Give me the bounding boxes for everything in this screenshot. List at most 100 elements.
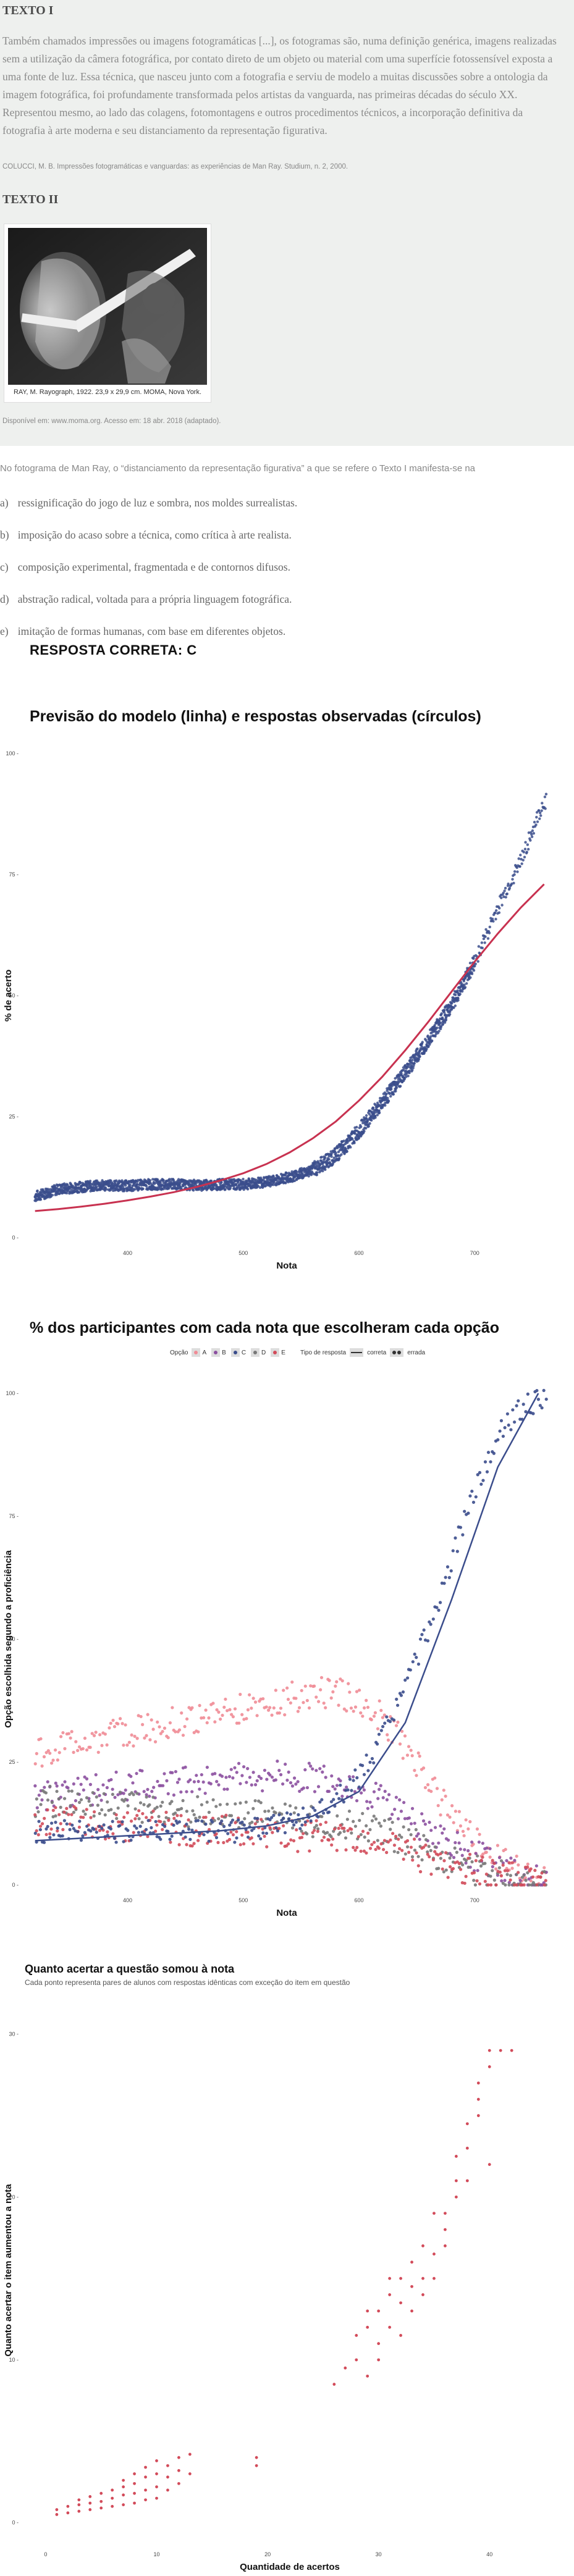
chart2-point-c <box>499 1419 504 1422</box>
option-c[interactable]: c) composição experimental, fragmentada … <box>0 561 290 574</box>
chart1-point <box>411 1059 414 1062</box>
chart2-point-d <box>89 1803 93 1807</box>
chart2-point-d <box>194 1816 198 1820</box>
chart2-point-c <box>112 1836 116 1840</box>
chart2-point-d <box>115 1816 119 1821</box>
chart1-point <box>500 896 503 900</box>
chart2-point-d <box>453 1846 457 1850</box>
chart2-point-e <box>49 1827 53 1831</box>
chart2-point-b <box>82 1788 85 1792</box>
chart2-point-b <box>460 1853 464 1857</box>
chart2-point-c <box>187 1827 191 1831</box>
option-d[interactable]: d) abstração radical, voltada para a pró… <box>0 593 292 606</box>
chart2-point-d <box>429 1848 433 1852</box>
chart2-point-a <box>433 1776 437 1780</box>
chart2-point-b <box>446 1838 450 1842</box>
chart2-point-b <box>281 1782 285 1786</box>
chart3-point <box>177 2469 180 2472</box>
chart2-point-d <box>361 1811 365 1816</box>
chart2-point-d <box>353 1824 357 1828</box>
chart2-point-a <box>183 1724 187 1729</box>
chart2-point-c <box>81 1834 85 1838</box>
chart2-point-c <box>240 1820 244 1824</box>
chart2-point-d <box>389 1827 392 1831</box>
chart1-point <box>502 895 505 899</box>
chart2-point-a <box>35 1752 38 1755</box>
chart2-point-a <box>494 1867 498 1871</box>
chart2-point-b <box>470 1840 474 1844</box>
chart2-point-d <box>187 1825 190 1829</box>
chart2-point-d <box>509 1874 513 1877</box>
chart1-point <box>167 1180 171 1183</box>
chart2-point-c <box>185 1823 188 1826</box>
chart3-point <box>133 2491 136 2495</box>
chart2-point-c <box>95 1831 98 1834</box>
option-b[interactable]: b) imposição do acaso sobre a técnica, c… <box>0 529 292 542</box>
chart1-point <box>345 1150 348 1153</box>
chart2-point-c <box>362 1773 366 1776</box>
chart2-point-d <box>217 1817 221 1821</box>
option-a[interactable]: a) ressignificação do jogo de luz e somb… <box>0 497 297 510</box>
chart3-point <box>399 2334 402 2337</box>
chart2-point-a <box>264 1705 268 1709</box>
chart2-point-e <box>172 1816 176 1820</box>
chart1-point <box>321 1169 324 1173</box>
chart2-point-d <box>48 1784 52 1788</box>
chart1-point <box>472 957 475 960</box>
chart2-point-c <box>100 1826 104 1831</box>
chart2-point-a <box>435 1787 439 1790</box>
legend-option-dot <box>273 1351 277 1354</box>
chart2-point-b <box>394 1795 398 1799</box>
chart2-point-c <box>481 1479 485 1482</box>
chart3-point <box>487 2065 491 2068</box>
chart2-point-d <box>338 1831 342 1835</box>
chart2-point-a <box>407 1745 411 1748</box>
option-e[interactable]: e) imitação de formas humanas, com base … <box>0 625 285 638</box>
chart2-point-a <box>49 1761 54 1765</box>
legend-option-b: B <box>211 1348 226 1357</box>
chart2-point-a <box>96 1750 100 1754</box>
chart1-point <box>220 1180 223 1184</box>
chart2-point-c <box>511 1408 515 1412</box>
chart1-point <box>519 854 522 857</box>
chart2-point-a <box>510 1866 514 1870</box>
chart1-point <box>167 1178 171 1181</box>
chart2-point-b <box>418 1837 421 1841</box>
chart2-point-d <box>283 1802 287 1806</box>
chart2-point-a <box>285 1686 289 1690</box>
chart1-point <box>444 1017 447 1020</box>
chart2-point-a <box>161 1729 164 1734</box>
chart1-point <box>358 1131 361 1135</box>
chart2-point-e <box>204 1815 208 1819</box>
chart2-point-b <box>518 1879 522 1882</box>
chart1-point <box>426 1045 430 1049</box>
chart2-point-b <box>316 1785 321 1789</box>
chart2-point-a <box>312 1684 316 1688</box>
chart2-point-a <box>251 1697 255 1700</box>
legend-option-label: B <box>222 1349 226 1356</box>
chart2-point-a <box>282 1689 285 1692</box>
chart2-point-c <box>476 1473 479 1477</box>
chart2-point-a <box>398 1742 402 1746</box>
chart1-point <box>327 1155 331 1158</box>
chart1-point <box>192 1189 195 1192</box>
chart1-point <box>535 811 539 814</box>
chart1-point <box>355 1125 358 1129</box>
chart2-point-a <box>526 1862 530 1866</box>
chart3-point <box>499 2049 502 2052</box>
chart2-point-b <box>235 1771 238 1774</box>
legend-option-dot <box>253 1351 258 1354</box>
chart2-point-c <box>202 1833 206 1837</box>
chart2-point-a <box>61 1731 65 1735</box>
chart2-point-c <box>463 1509 466 1513</box>
chart3-point <box>444 2228 447 2231</box>
chart1-point <box>418 1049 421 1052</box>
chart2-point-a <box>358 1689 361 1692</box>
chart1-point <box>284 1181 287 1185</box>
legend-option-d: D <box>251 1348 266 1357</box>
chart2-point-e <box>65 1806 69 1810</box>
chart1-point <box>448 1013 452 1016</box>
chart2-point-c <box>204 1823 208 1826</box>
chart2-point-c <box>184 1835 187 1839</box>
chart2-point-a <box>69 1736 72 1740</box>
